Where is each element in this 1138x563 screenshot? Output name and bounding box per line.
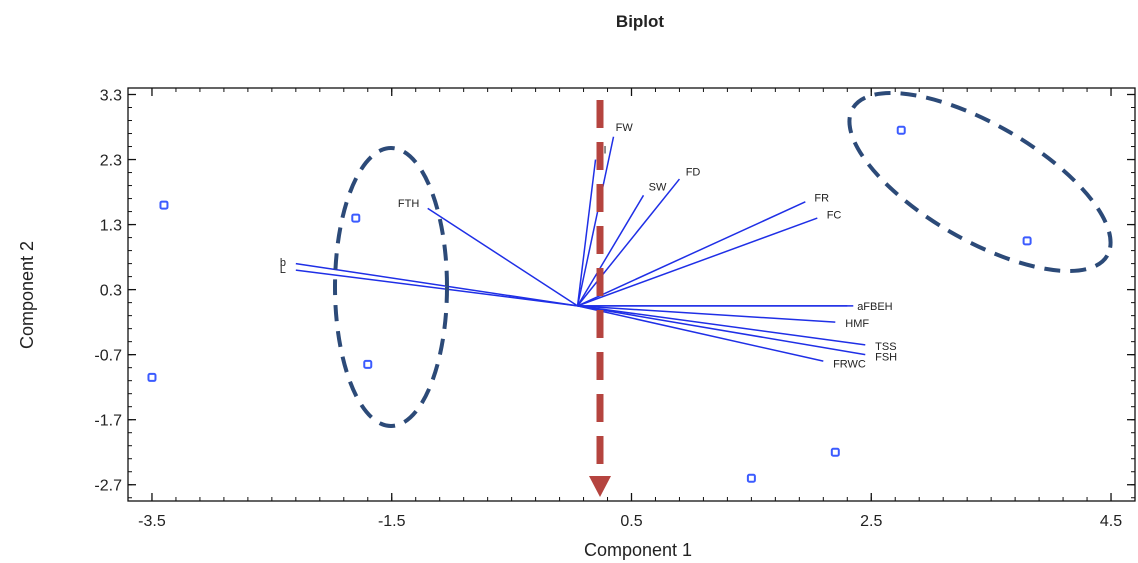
score-point <box>351 213 361 223</box>
x-axis-label: Component 1 <box>584 540 692 560</box>
x-tick-label: 0.5 <box>620 513 642 530</box>
vector-line-hmf <box>577 305 836 323</box>
y-tick-label: 3.3 <box>100 88 122 105</box>
vector-label-tss: TSS <box>875 341 896 353</box>
vector-line-frwc <box>577 305 824 362</box>
plot-area <box>127 87 1136 502</box>
vector-label-fr: FR <box>814 193 829 205</box>
x-tick-label: -3.5 <box>138 513 166 530</box>
y-tick-label: 2.3 <box>100 153 122 170</box>
vector-line-fr <box>577 201 806 307</box>
vector-line-tss <box>577 305 866 346</box>
score-point <box>1022 236 1032 246</box>
cluster-ellipse-right <box>847 90 1113 274</box>
vector-label-sw: SW <box>649 182 667 194</box>
x-tick-label: 2.5 <box>860 513 882 530</box>
loading-vectors: FWFIFDSWFRFCFTHbLFBEHaHMFTSSFSHFRWC <box>280 122 897 370</box>
vector-label-fw: FW <box>616 122 634 134</box>
y-tick-label: 1.3 <box>100 218 122 235</box>
vector-label-fbeh: FBEH <box>863 301 892 313</box>
score-point <box>147 372 157 382</box>
score-point <box>746 473 756 483</box>
vector-line-fth <box>427 207 578 307</box>
vector-label-a: a <box>857 301 864 313</box>
vector-label-l: L <box>280 264 286 276</box>
score-point <box>159 200 169 210</box>
vector-label-fd: FD <box>686 166 701 178</box>
vector-label-hmf: HMF <box>845 318 869 330</box>
y-tick-label: -1.7 <box>94 413 122 430</box>
vector-label-frwc: FRWC <box>833 358 866 370</box>
score-points <box>147 125 1032 483</box>
score-point <box>830 447 840 457</box>
dashed-divider-arrow-head <box>589 476 611 497</box>
vector-line-fd <box>576 178 681 307</box>
vector-line-fsh <box>577 305 866 356</box>
cluster-ellipse-left <box>333 146 449 428</box>
vector-line-l <box>295 269 578 307</box>
axis-ticks: -3.5 -1.5 0.5 2.5 4.5 -2.7 -1.7 -0.7 0.3 1.3 2.3 3.… <box>94 88 1135 530</box>
score-point <box>363 359 373 369</box>
vector-label-fc: FC <box>827 210 842 222</box>
score-point <box>896 125 906 135</box>
vector-label-fth: FTH <box>398 198 419 210</box>
y-axis-label: Component 2 <box>17 241 37 349</box>
y-tick-label: -2.7 <box>94 478 122 495</box>
vector-line-b <box>295 262 578 307</box>
vector-label-b: b <box>280 257 286 269</box>
y-tick-label: 0.3 <box>100 283 122 300</box>
y-tick-label: -0.7 <box>94 348 122 365</box>
vector-label-fsh: FSH <box>875 351 897 363</box>
x-tick-label: 4.5 <box>1100 513 1122 530</box>
vector-line-sw <box>576 194 645 307</box>
chart-title: Biplot <box>616 12 664 31</box>
vector-line-fc <box>577 217 818 307</box>
x-tick-label: -1.5 <box>378 513 406 530</box>
vector-line-fw <box>576 136 615 307</box>
vector-line-fi <box>576 159 597 306</box>
